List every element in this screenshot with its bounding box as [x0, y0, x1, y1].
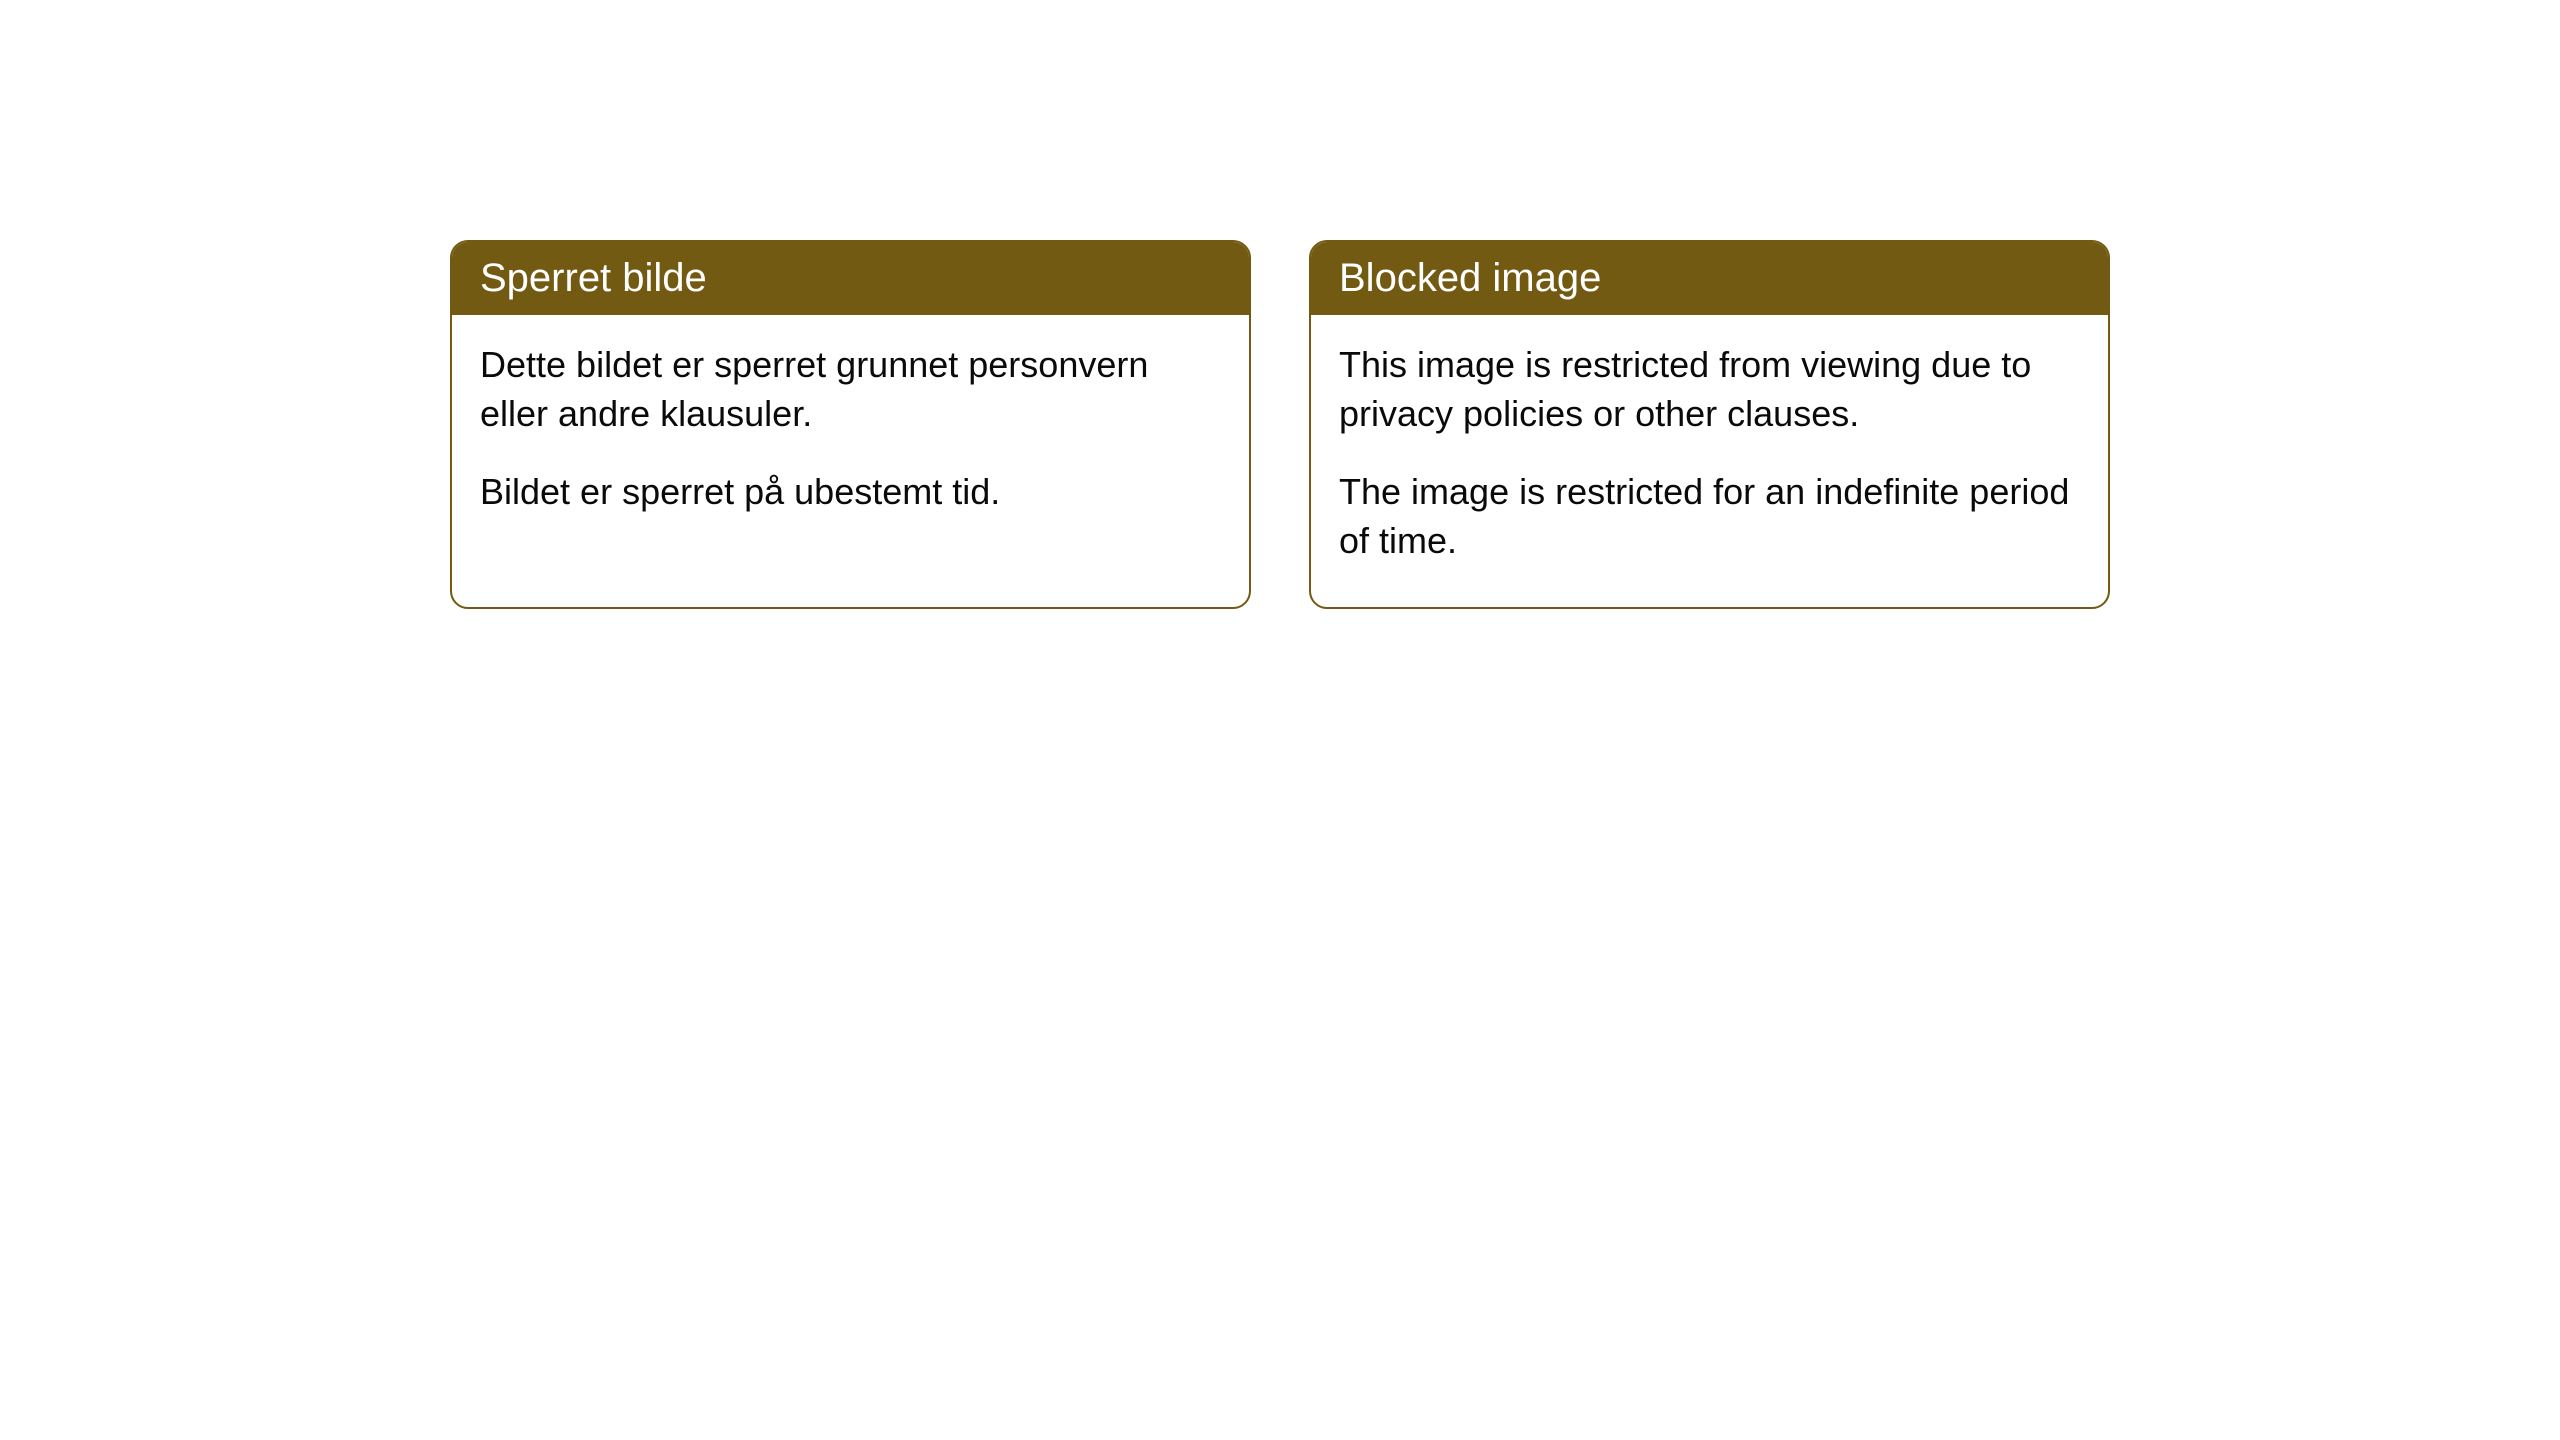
card-title: Blocked image: [1339, 256, 1601, 300]
card-header: Sperret bilde: [452, 242, 1249, 315]
card-paragraph: Bildet er sperret på ubestemt tid.: [480, 468, 1221, 517]
notice-card-english: Blocked image This image is restricted f…: [1309, 240, 2110, 609]
card-body: Dette bildet er sperret grunnet personve…: [452, 315, 1249, 559]
card-title: Sperret bilde: [480, 256, 707, 300]
card-paragraph: The image is restricted for an indefinit…: [1339, 468, 2080, 565]
notice-card-norwegian: Sperret bilde Dette bildet er sperret gr…: [450, 240, 1251, 609]
notice-cards-container: Sperret bilde Dette bildet er sperret gr…: [450, 240, 2110, 609]
card-paragraph: Dette bildet er sperret grunnet personve…: [480, 341, 1221, 438]
card-paragraph: This image is restricted from viewing du…: [1339, 341, 2080, 438]
card-body: This image is restricted from viewing du…: [1311, 315, 2108, 607]
card-header: Blocked image: [1311, 242, 2108, 315]
